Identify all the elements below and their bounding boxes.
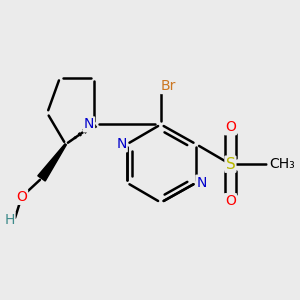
- Text: N: N: [196, 176, 207, 190]
- Text: O: O: [225, 120, 236, 134]
- Text: CH₃: CH₃: [269, 157, 295, 171]
- Polygon shape: [38, 144, 66, 181]
- Text: N: N: [116, 137, 127, 151]
- Text: S: S: [226, 157, 235, 172]
- Text: H: H: [4, 213, 14, 226]
- Text: N: N: [84, 117, 94, 131]
- Text: O: O: [16, 190, 27, 204]
- Text: O: O: [225, 194, 236, 208]
- Text: Br: Br: [161, 79, 176, 93]
